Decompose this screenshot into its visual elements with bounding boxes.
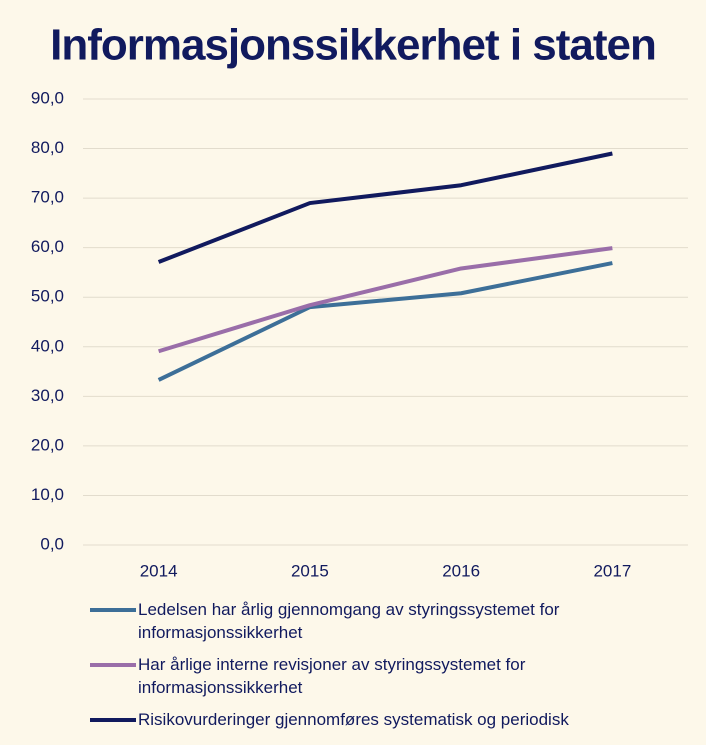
chart-title: Informasjonssikkerhet i staten — [50, 21, 656, 70]
legend-label: Risikovurderinger gjennomføres systemati… — [138, 710, 569, 729]
series-line — [157, 261, 613, 382]
chart: Informasjonssikkerhet i staten 0,0 10,0 20… — [31, 21, 688, 580]
y-tick-label: 60,0 — [31, 237, 64, 256]
x-tick-label: 2016 — [442, 561, 480, 580]
y-tick-label: 80,0 — [31, 138, 64, 157]
series-line — [157, 151, 613, 264]
legend-item: Risikovurderinger gjennomføres systemati… — [90, 708, 670, 731]
x-tick-label: 2015 — [291, 561, 329, 580]
y-tick-label: 50,0 — [31, 287, 64, 306]
legend-item: Ledelsen har årlig gjennomgang av styrin… — [90, 598, 670, 644]
y-tick-label: 30,0 — [31, 386, 64, 405]
legend-swatch — [90, 608, 136, 612]
y-tick-label: 10,0 — [31, 485, 64, 504]
legend-swatch — [90, 663, 136, 667]
legend: Ledelsen har årlig gjennomgang av styrin… — [90, 598, 670, 740]
x-tick-label: 2014 — [140, 561, 178, 580]
series-line — [158, 246, 613, 354]
y-tick-label: 90,0 — [31, 88, 64, 107]
y-tick-label: 70,0 — [31, 188, 64, 207]
legend-label: Ledelsen har årlig gjennomgang av styrin… — [138, 600, 560, 642]
legend-label: Har årlige interne revisjoner av styring… — [138, 655, 526, 697]
y-tick-label: 20,0 — [31, 435, 64, 454]
legend-item: Har årlige interne revisjoner av styring… — [90, 653, 670, 699]
y-tick-label: 0,0 — [40, 534, 64, 553]
x-tick-label: 2017 — [593, 561, 631, 580]
legend-swatch — [90, 718, 136, 722]
y-tick-label: 40,0 — [31, 336, 64, 355]
